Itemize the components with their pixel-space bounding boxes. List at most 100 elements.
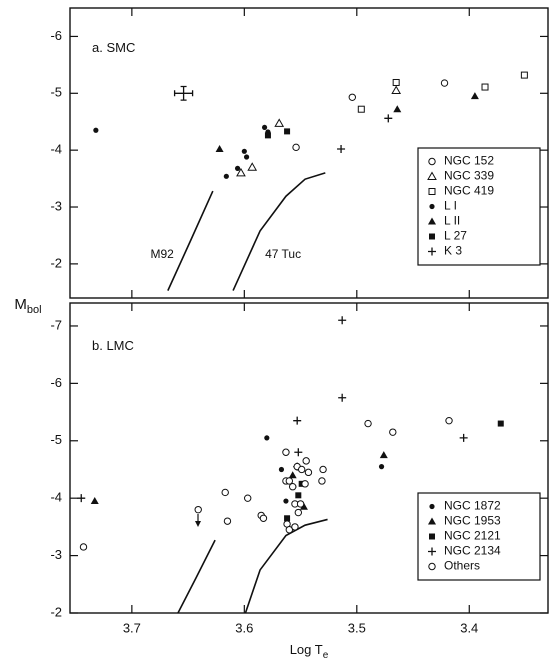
y-tick-label: -3 <box>50 198 62 213</box>
panel-label: a. SMC <box>92 40 135 55</box>
marker-filled-triangle <box>90 497 99 505</box>
isochrone-curve <box>177 539 216 614</box>
marker-open-circle <box>285 526 294 534</box>
curve-label: M92 <box>151 247 175 261</box>
legend-label: NGC 1953 <box>444 514 501 528</box>
x-tick-label: 3.7 <box>123 620 141 635</box>
y-tick-label: -4 <box>50 490 62 505</box>
legend-label: NGC 1872 <box>444 499 501 513</box>
marker-filled-triangle <box>288 471 297 479</box>
x-tick-label: 3.5 <box>348 620 366 635</box>
marker-open-circle <box>428 157 436 166</box>
marker-filled-triangle <box>470 92 479 100</box>
legend-box <box>417 492 541 581</box>
marker-filled-circle <box>243 154 250 160</box>
x-tick-label: 3.6 <box>235 620 253 635</box>
marker-plus <box>338 316 347 325</box>
legend-label: Others <box>444 559 480 573</box>
marker-plus <box>338 393 347 402</box>
marker-filled-circle <box>378 464 385 470</box>
y-tick-label: -5 <box>50 432 62 447</box>
marker-open-square <box>357 105 365 113</box>
isochrone-curve <box>167 190 214 291</box>
marker-filled-triangle <box>428 217 436 225</box>
y-tick-label: -4 <box>50 142 62 157</box>
marker-filled-circle <box>223 173 229 179</box>
marker-filled-circle <box>283 498 289 504</box>
marker-open-triangle <box>236 167 246 177</box>
error-bar-y <box>180 85 187 101</box>
y-tick-label: -7 <box>50 317 62 332</box>
y-tick-label: -5 <box>50 85 62 100</box>
marker-filled-circle <box>241 148 247 154</box>
limit-arrowhead <box>195 521 201 527</box>
x-label-main: Log T <box>290 642 323 657</box>
marker-filled-circle <box>264 435 270 441</box>
marker-open-triangle <box>274 118 285 127</box>
marker-filled-circle <box>93 127 99 133</box>
marker-open-circle <box>302 457 310 465</box>
isochrone-curve <box>244 518 328 614</box>
legend-label: NGC 419 <box>444 184 494 198</box>
marker-filled-square <box>497 420 504 427</box>
marker-open-circle <box>291 523 299 531</box>
y-tick-label: -3 <box>50 547 62 562</box>
marker-open-triangle <box>427 171 437 180</box>
marker-filled-circle <box>234 165 241 171</box>
legend-label: NGC 152 <box>444 154 494 168</box>
x-label-sub: e <box>323 650 329 661</box>
marker-filled-square <box>429 233 435 240</box>
legend-label: L I <box>444 199 457 213</box>
marker-plus <box>337 145 346 154</box>
marker-open-square <box>481 83 489 91</box>
marker-open-circle <box>294 508 303 517</box>
panel-label: b. LMC <box>92 338 134 353</box>
marker-filled-square <box>429 533 435 540</box>
marker-open-triangle <box>391 85 402 94</box>
y-tick-label: -6 <box>50 375 62 390</box>
plot-frame <box>69 302 549 614</box>
marker-open-circle <box>282 448 290 456</box>
y-tick-label: -6 <box>50 28 62 43</box>
legend-label: NGC 2121 <box>444 529 501 543</box>
marker-open-circle <box>364 419 372 428</box>
plot-frame <box>69 7 549 299</box>
marker-open-circle <box>445 416 453 425</box>
marker-plus <box>77 494 86 503</box>
marker-open-circle <box>304 468 313 477</box>
marker-filled-square <box>284 128 291 135</box>
curve-label: 47 Tuc <box>265 247 301 261</box>
marker-filled-triangle <box>393 105 402 113</box>
legend-label: L 27 <box>444 229 467 243</box>
y-label-sub: bol <box>27 304 42 316</box>
marker-open-circle <box>288 483 297 491</box>
marker-open-circle <box>301 480 309 488</box>
marker-filled-square <box>284 515 291 522</box>
marker-open-square <box>392 78 400 86</box>
marker-open-square <box>428 188 436 195</box>
marker-filled-circle <box>261 124 268 131</box>
y-tick-label: -2 <box>50 255 62 270</box>
x-tick-label: 3.4 <box>460 620 478 635</box>
marker-filled-square <box>264 132 271 139</box>
marker-plus <box>428 547 436 556</box>
marker-open-circle <box>194 505 202 514</box>
marker-open-circle <box>259 514 268 522</box>
marker-plus <box>384 114 393 123</box>
marker-open-triangle <box>247 162 258 171</box>
marker-plus <box>428 247 436 256</box>
marker-open-circle <box>296 500 305 508</box>
marker-open-circle <box>319 465 327 474</box>
marker-filled-triangle <box>215 145 224 153</box>
marker-filled-triangle <box>299 502 308 510</box>
marker-open-circle <box>244 494 252 502</box>
marker-open-circle <box>297 465 306 474</box>
y-label-main: M <box>14 296 27 313</box>
marker-filled-circle <box>278 466 285 473</box>
marker-open-circle <box>440 79 449 87</box>
legend-label: L II <box>444 214 460 228</box>
legend-label: K 3 <box>444 244 462 258</box>
marker-open-circle <box>221 488 229 497</box>
